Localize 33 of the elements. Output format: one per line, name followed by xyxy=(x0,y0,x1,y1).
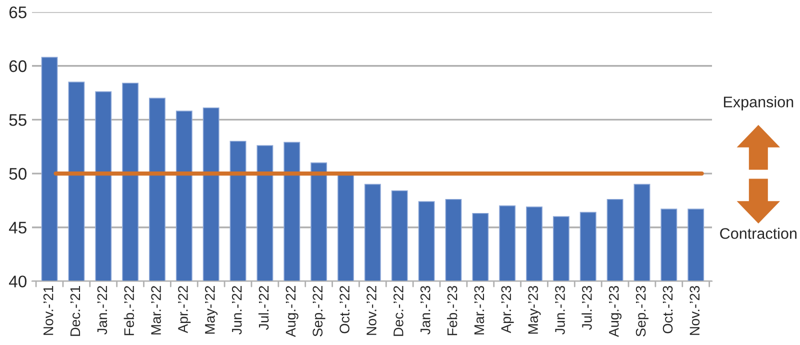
x-tick-label: Nov.-’22 xyxy=(366,286,376,335)
x-tick-label: Mar.-’22 xyxy=(151,286,161,334)
x-tick-label: Aug.-’23 xyxy=(608,286,622,338)
x-tick-label: Sep.-’23 xyxy=(636,286,648,336)
x-tick-label: Jun.-’23 xyxy=(555,286,565,335)
x-tick-label: Jan.-’22 xyxy=(97,286,108,335)
x-tick-label: Jan.-’23 xyxy=(420,286,430,335)
x-tick-label: Dec.-’21 xyxy=(70,286,80,336)
x-tick-label: May-’22 xyxy=(204,286,218,334)
x-tick-label: Jul.-’22 xyxy=(258,286,269,330)
x-tick-label: Nov.-’21 xyxy=(43,286,54,335)
x-tick-label: Apr.-’23 xyxy=(501,286,514,334)
x-tick-label: Jun.-’22 xyxy=(232,286,242,335)
x-tick-label: Sep.-’22 xyxy=(312,286,326,336)
x-tick-label: Oct.-’22 xyxy=(340,286,350,334)
x-tick-label: Apr.-’22 xyxy=(178,286,191,334)
x-tick-label: Mar.-’23 xyxy=(474,286,484,334)
x-tick-label: Oct.-’23 xyxy=(662,286,673,334)
y-tick-label: 50 xyxy=(9,168,26,180)
y-tick-label: 65 xyxy=(9,6,26,18)
y-tick-label: 55 xyxy=(9,114,26,126)
y-tick-label: 40 xyxy=(8,276,26,288)
x-tick-label: Dec.-’22 xyxy=(393,286,404,336)
text: Expansion xyxy=(724,96,794,110)
y-tick-label: 45 xyxy=(8,222,26,234)
text: Contraction xyxy=(720,228,796,239)
x-tick-label: Aug.-’22 xyxy=(286,286,298,338)
x-tick-label: Nov.-’23 xyxy=(690,286,700,335)
x-tick-label: Feb.-’22 xyxy=(124,286,134,336)
y-tick-label: 60 xyxy=(9,60,26,72)
x-tick-label: Jul.-’23 xyxy=(582,286,592,330)
x-tick-label: May-’23 xyxy=(528,286,541,334)
x-tick-label: Feb.-’23 xyxy=(446,286,458,336)
